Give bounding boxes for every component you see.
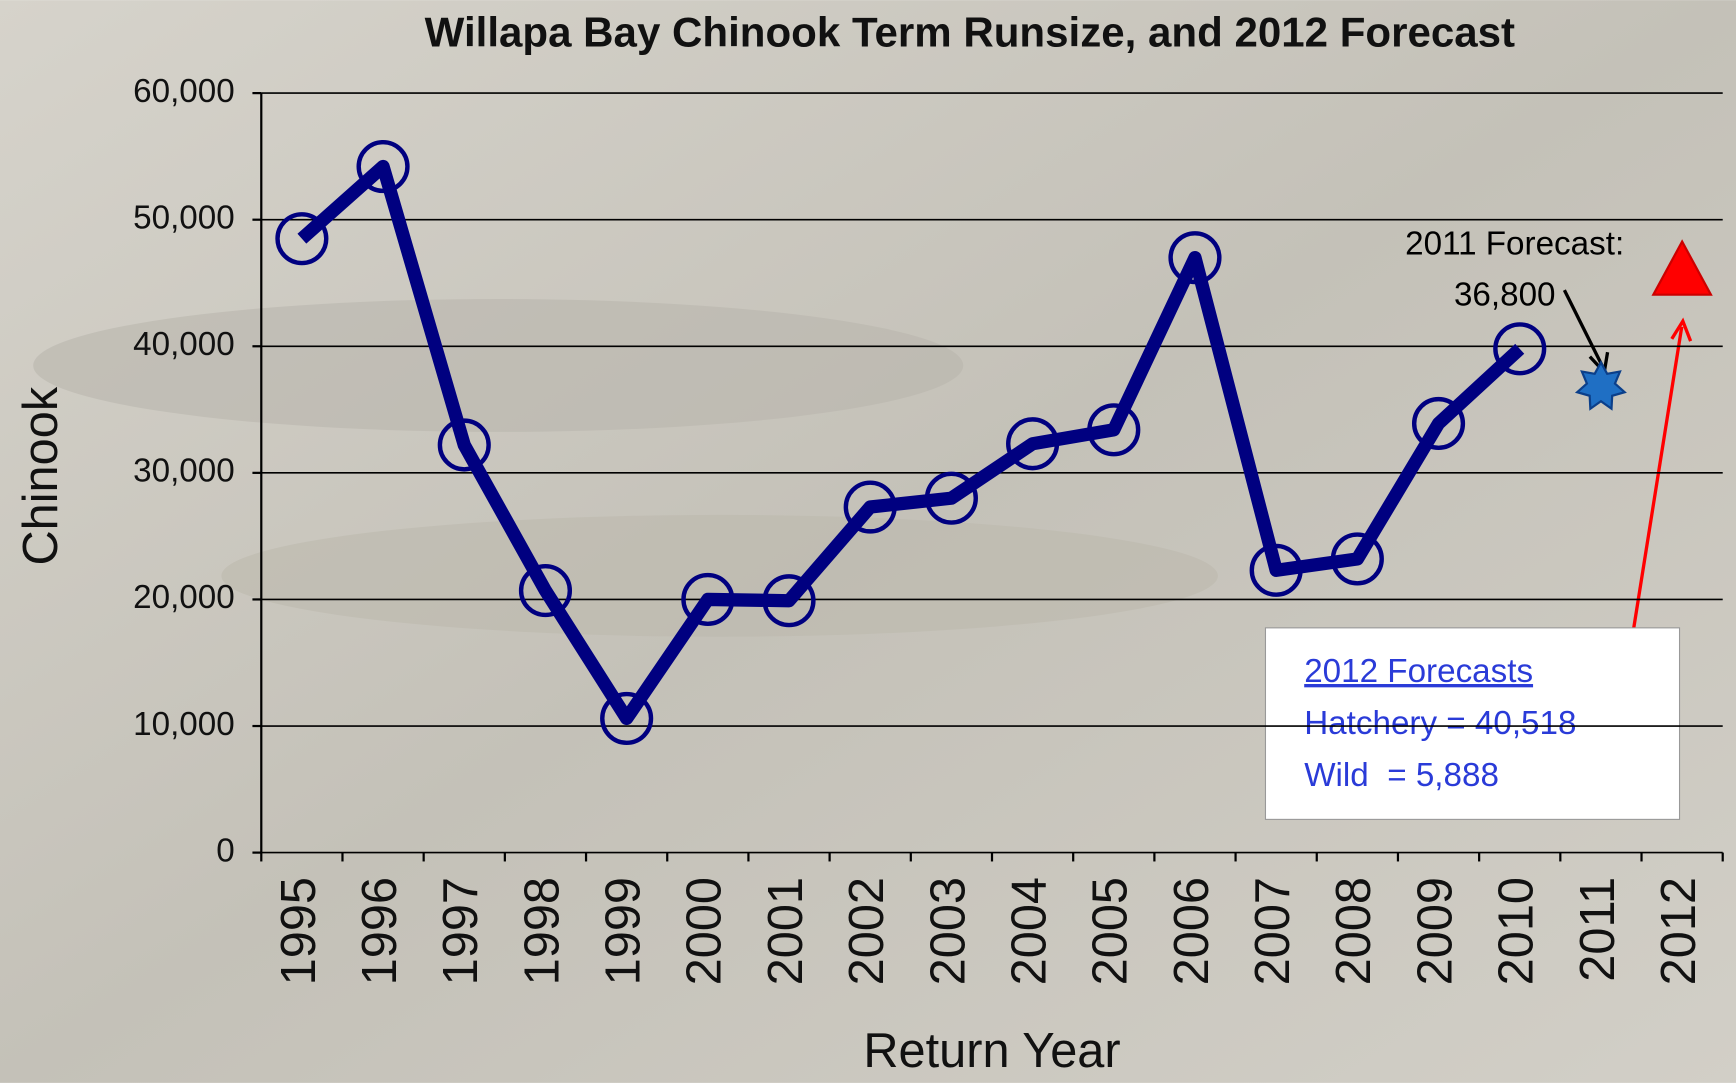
x-tick-label: 1998 xyxy=(515,877,569,985)
x-tick-label: 2011 xyxy=(1571,877,1625,982)
x-tick-label: 2008 xyxy=(1327,877,1381,985)
x-tick-label: 2003 xyxy=(921,877,975,985)
x-tick-label: 1999 xyxy=(597,877,651,985)
forecast-box-line: Hatchery = 40,518 xyxy=(1304,705,1576,742)
y-tick-label: 40,000 xyxy=(133,326,235,363)
x-tick-label: 2001 xyxy=(759,877,813,985)
forecast-box-line: Wild = 5,888 xyxy=(1304,757,1499,794)
annotation: 2011 Forecast: xyxy=(1405,226,1624,263)
x-tick-label: 2007 xyxy=(1246,877,1300,985)
x-axis-label: Return Year xyxy=(863,1024,1120,1078)
y-axis-label: Chinook xyxy=(14,386,68,565)
x-tick-label: 2000 xyxy=(678,877,732,985)
y-tick-label: 0 xyxy=(216,832,234,869)
annotation-value: 36,800 xyxy=(1454,277,1556,314)
x-tick-label: 2012 xyxy=(1652,877,1706,985)
x-tick-label: 2002 xyxy=(840,877,894,985)
x-tick-label: 1997 xyxy=(434,877,488,985)
x-tick-label: 2005 xyxy=(1084,877,1138,985)
y-tick-label: 50,000 xyxy=(133,199,235,236)
page: {"chart_data": {"type": "line", "title":… xyxy=(0,0,1736,1083)
x-tick-label: 1996 xyxy=(353,877,407,985)
x-tick-label: 2010 xyxy=(1490,877,1544,985)
x-tick-label: 2004 xyxy=(1002,877,1056,985)
x-tick-label: 2009 xyxy=(1408,877,1462,985)
chart-title: Willapa Bay Chinook Term Runsize, and 20… xyxy=(425,9,1515,56)
y-tick-label: 60,000 xyxy=(133,73,235,110)
chart: Willapa Bay Chinook Term Runsize, and 20… xyxy=(0,0,1736,1083)
y-tick-label: 20,000 xyxy=(133,579,235,616)
y-tick-label: 30,000 xyxy=(133,453,235,490)
background-shape xyxy=(33,299,963,432)
x-tick-label: 2006 xyxy=(1165,877,1219,985)
x-tick-label: 1995 xyxy=(272,877,326,985)
y-tick-label: 10,000 xyxy=(133,706,235,743)
forecast-box-title: 2012 Forecasts xyxy=(1304,653,1533,690)
